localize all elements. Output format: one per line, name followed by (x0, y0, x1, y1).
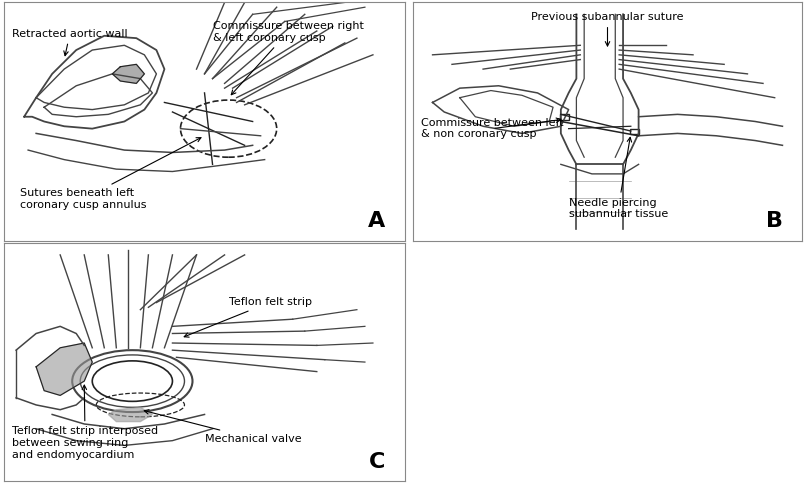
Polygon shape (109, 407, 152, 421)
Text: Commissure between right
& left coronary cusp: Commissure between right & left coronary… (212, 21, 364, 95)
Bar (560, 114, 569, 120)
Text: Mechanical valve: Mechanical valve (144, 410, 301, 444)
Text: Teflon felt strip: Teflon felt strip (184, 297, 312, 337)
Polygon shape (36, 343, 92, 396)
Text: Previous subannular suture: Previous subannular suture (531, 12, 684, 46)
Bar (630, 129, 638, 134)
Text: Teflon felt strip interposed
between sewing ring
and endomyocardium: Teflon felt strip interposed between sew… (12, 385, 158, 460)
Text: Retracted aortic wall: Retracted aortic wall (12, 29, 128, 56)
Text: A: A (369, 211, 386, 231)
Polygon shape (113, 64, 144, 84)
Text: Needle piercing
subannular tissue: Needle piercing subannular tissue (569, 138, 668, 219)
Text: C: C (369, 451, 385, 471)
Text: Commissure between left
& non coronary cusp: Commissure between left & non coronary c… (421, 118, 564, 139)
Text: Sutures beneath left
coronary cusp annulus: Sutures beneath left coronary cusp annul… (20, 138, 201, 210)
Text: B: B (766, 211, 783, 231)
